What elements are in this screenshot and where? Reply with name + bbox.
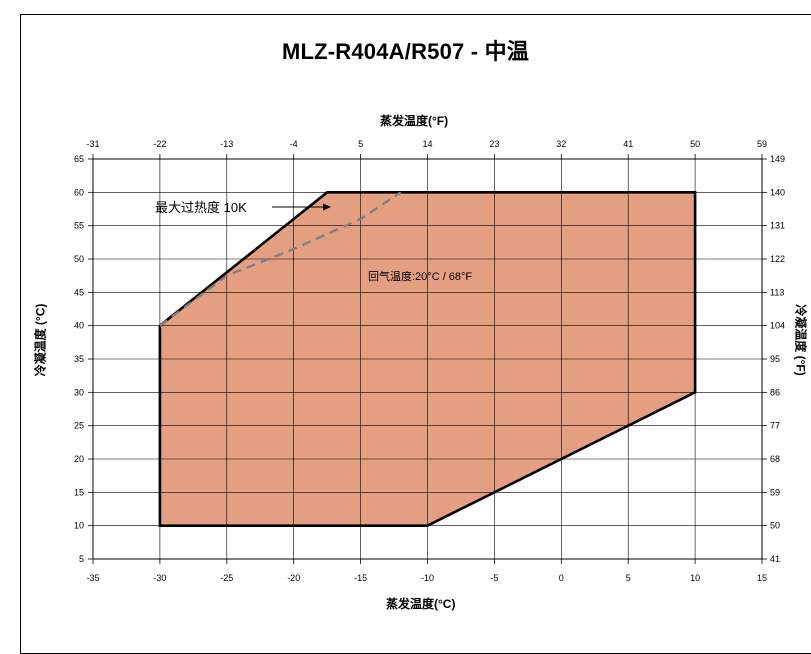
y2-tick-label: 104 bbox=[770, 321, 785, 331]
x-tick-label: 10 bbox=[690, 573, 700, 583]
x2-tick-label: -31 bbox=[86, 139, 99, 149]
x-tick-label: -35 bbox=[86, 573, 99, 583]
y2-tick-label: 86 bbox=[770, 387, 780, 397]
superheat-line bbox=[159, 191, 402, 327]
envelope-label: 回气温度:20°C / 68°F bbox=[368, 269, 472, 283]
y-tick-label: 10 bbox=[74, 521, 84, 531]
x2-axis-title: 蒸发温度(°F) bbox=[380, 114, 449, 128]
x-tick-label: -15 bbox=[354, 573, 367, 583]
x-tick-label: -5 bbox=[490, 573, 498, 583]
y2-tick-label: 140 bbox=[770, 187, 785, 197]
y-tick-label: 40 bbox=[74, 321, 84, 331]
y-tick-label: 50 bbox=[74, 254, 84, 264]
y2-tick-label: 50 bbox=[770, 521, 780, 531]
y2-tick-label: 95 bbox=[770, 354, 780, 364]
y-tick-label: 65 bbox=[74, 154, 84, 164]
x2-tick-label: 59 bbox=[757, 139, 767, 149]
y2-tick-label: 41 bbox=[770, 554, 780, 564]
x2-tick-label: -13 bbox=[220, 139, 233, 149]
x2-tick-label: 41 bbox=[623, 139, 633, 149]
x-axis-title: 蒸发温度(°C) bbox=[386, 597, 456, 611]
x2-tick-label: 32 bbox=[556, 139, 566, 149]
y2-tick-label: 131 bbox=[770, 221, 785, 231]
y2-tick-label: 149 bbox=[770, 154, 785, 164]
superheat-arrowhead bbox=[323, 203, 331, 211]
x-tick-label: 15 bbox=[757, 573, 767, 583]
x-tick-label: -20 bbox=[287, 573, 300, 583]
x-tick-label: -10 bbox=[421, 573, 434, 583]
x-tick-label: -25 bbox=[220, 573, 233, 583]
y-tick-label: 55 bbox=[74, 221, 84, 231]
y-tick-label: 15 bbox=[74, 487, 84, 497]
superheat-label: 最大过热度 10K bbox=[155, 200, 247, 215]
y2-tick-label: 59 bbox=[770, 487, 780, 497]
y2-tick-label: 77 bbox=[770, 421, 780, 431]
chart-svg: -35 -31 -30 -22 -25 -13 -20 -4 -15 5 -10 14 -5 23 0 32 5… bbox=[74, 139, 785, 583]
x2-tick-label: 5 bbox=[358, 139, 363, 149]
y-tick-label: 35 bbox=[74, 354, 84, 364]
x-tick-label: -30 bbox=[153, 573, 166, 583]
chart-title: MLZ-R404A/R507 - 中温 bbox=[281, 39, 530, 64]
y-tick-label: 45 bbox=[74, 287, 84, 297]
x2-tick-label: -22 bbox=[153, 139, 166, 149]
y2-tick-label: 113 bbox=[770, 287, 784, 297]
x2-tick-label: 23 bbox=[489, 139, 499, 149]
y2-tick-label: 122 bbox=[770, 254, 785, 264]
x-tick-label: 5 bbox=[626, 573, 631, 583]
y-tick-label: 60 bbox=[74, 187, 84, 197]
y-tick-label: 5 bbox=[79, 554, 84, 564]
x-tick-label: 0 bbox=[559, 573, 564, 583]
x2-tick-label: 14 bbox=[422, 139, 432, 149]
x2-tick-label: 50 bbox=[690, 139, 700, 149]
y-tick-label: 20 bbox=[74, 454, 84, 464]
y2-tick-label: 68 bbox=[770, 454, 780, 464]
y-tick-label: 30 bbox=[74, 387, 84, 397]
y-tick-label: 25 bbox=[74, 421, 84, 431]
x2-tick-label: -4 bbox=[290, 139, 298, 149]
